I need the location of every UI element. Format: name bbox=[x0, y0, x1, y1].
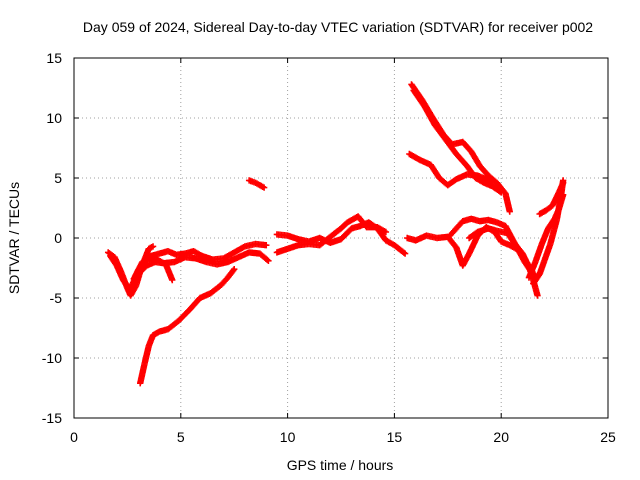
data-point bbox=[263, 256, 271, 263]
data-point bbox=[401, 250, 409, 257]
data-point bbox=[400, 249, 408, 256]
y-tick-label: -5 bbox=[50, 290, 63, 306]
x-tick-label: 25 bbox=[600, 429, 616, 445]
y-tick-label: 15 bbox=[46, 50, 62, 66]
data-points bbox=[104, 81, 567, 387]
data-point bbox=[491, 184, 498, 191]
x-tick-label: 5 bbox=[177, 429, 185, 445]
x-axis-ticks: 0 5 10 15 20 25 bbox=[70, 58, 616, 445]
y-tick-label: 10 bbox=[46, 110, 62, 126]
data-point bbox=[169, 276, 176, 284]
data-point bbox=[559, 191, 567, 198]
y-tick-label: 5 bbox=[54, 170, 62, 186]
x-tick-label: 10 bbox=[280, 429, 296, 445]
data-point bbox=[382, 228, 390, 236]
data-point bbox=[490, 183, 497, 190]
plot-frame bbox=[73, 57, 609, 419]
x-tick-label: 15 bbox=[387, 429, 403, 445]
data-point bbox=[534, 292, 541, 299]
chart-title: Day 059 of 2024, Sidereal Day-to-day VTE… bbox=[83, 19, 593, 35]
data-point bbox=[231, 266, 238, 273]
y-axis-ticks: -15 -10 -5 0 5 10 15 bbox=[42, 50, 608, 426]
x-axis-label: GPS time / hours bbox=[287, 457, 394, 473]
data-point bbox=[496, 188, 504, 195]
data-point bbox=[149, 243, 157, 250]
data-point bbox=[506, 208, 513, 215]
y-tick-label: -10 bbox=[42, 350, 62, 366]
x-tick-label: 20 bbox=[493, 429, 509, 445]
y-tick-label: -15 bbox=[42, 410, 62, 426]
x-tick-label: 0 bbox=[70, 429, 78, 445]
data-point bbox=[230, 267, 237, 274]
y-axis-label: SDTVAR / TECUs bbox=[6, 182, 22, 294]
y-tick-label: 0 bbox=[54, 230, 62, 246]
data-point bbox=[559, 179, 567, 186]
data-point bbox=[260, 184, 268, 191]
data-point bbox=[265, 257, 272, 264]
data-point bbox=[498, 189, 505, 196]
data-point bbox=[263, 242, 270, 249]
